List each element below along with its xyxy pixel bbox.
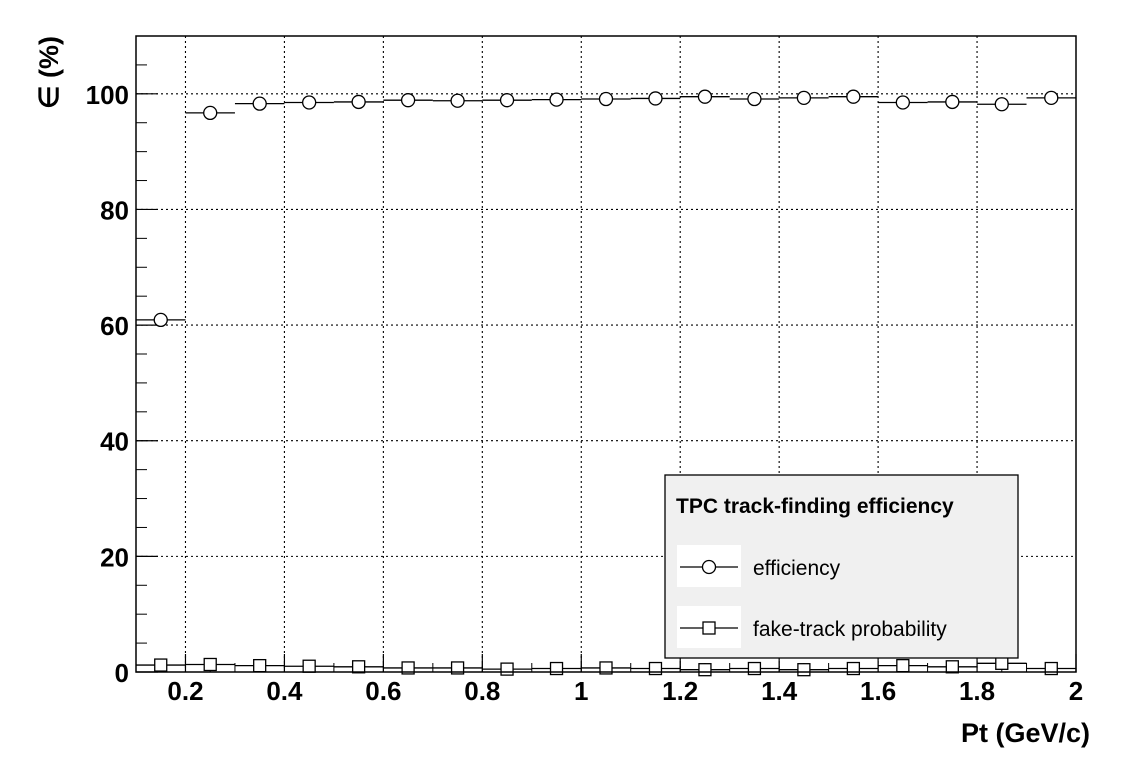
y-tick-label: 100 — [86, 80, 129, 110]
y-axis-title: ∈ (%) — [34, 36, 64, 109]
efficiency-point — [499, 93, 515, 108]
efficiency-point — [895, 95, 910, 110]
legend-label-fake-track: fake-track probability — [753, 618, 947, 641]
efficiency-point — [945, 94, 960, 110]
legend-fake-marker — [702, 621, 716, 635]
x-tick-label: 1.6 — [860, 676, 896, 706]
plot-frame — [135, 35, 1077, 673]
fake-track-probability-point — [995, 656, 1009, 670]
efficiency-point — [1044, 90, 1059, 106]
x-tick-label: 1.2 — [662, 676, 698, 706]
y-tick-label: 20 — [100, 542, 129, 572]
efficiency-point — [302, 95, 317, 110]
fake-track-probability-point — [154, 658, 168, 672]
efficiency-point — [796, 90, 812, 106]
efficiency-point — [747, 91, 762, 107]
efficiency-point — [153, 312, 168, 328]
x-tick-label: 1 — [574, 676, 588, 706]
y-tick-label: 60 — [100, 311, 129, 341]
fake-track-probability-point — [500, 662, 514, 676]
efficiency-point — [450, 93, 465, 108]
legend-efficiency-marker — [701, 559, 717, 575]
efficiency-point — [598, 91, 614, 107]
efficiency-point — [648, 91, 663, 106]
fake-track-probability-point — [450, 661, 465, 675]
legend-title: TPC track-finding efficiency — [676, 495, 954, 518]
fake-track-probability-point — [945, 660, 959, 674]
fake-track-probability-point — [302, 659, 316, 673]
x-tick-label: 1.8 — [959, 676, 995, 706]
fake-track-probability-point — [896, 658, 910, 673]
fake-track-probability-point — [797, 663, 811, 677]
efficiency-point — [994, 97, 1009, 112]
legend: TPC track-finding efficiency efficiency … — [664, 474, 1019, 659]
efficiency-point — [351, 94, 366, 110]
x-tick-label: 0.6 — [365, 676, 401, 706]
x-tick-label: 1.4 — [761, 676, 798, 706]
fake-track-probability-point — [253, 658, 267, 673]
y-tick-label: 40 — [100, 427, 129, 457]
x-tick-label: 0.2 — [167, 676, 203, 706]
efficiency-point — [252, 96, 267, 111]
efficiency-point — [697, 89, 713, 104]
x-tick-label: 0.4 — [266, 676, 303, 706]
x-tick-label: 2 — [1069, 676, 1083, 706]
efficiency-point — [203, 105, 218, 121]
grid — [136, 36, 1076, 672]
fake-track-probability-point — [351, 660, 366, 674]
fake-track-probability-point — [401, 661, 415, 675]
fake-track-probability-point — [698, 663, 712, 677]
fake-track-probability-point — [599, 661, 613, 675]
y-tick-label: 80 — [100, 195, 129, 225]
efficiency-point — [549, 92, 564, 107]
efficiency-point — [400, 93, 416, 108]
legend-label-efficiency: efficiency — [753, 557, 841, 580]
x-tick-label: 0.8 — [464, 676, 500, 706]
fake-track-probability-point — [203, 657, 217, 672]
x-axis-title: Pt (GeV/c) — [961, 718, 1090, 748]
y-tick-label: 0 — [115, 658, 129, 688]
efficiency-point — [846, 89, 861, 104]
